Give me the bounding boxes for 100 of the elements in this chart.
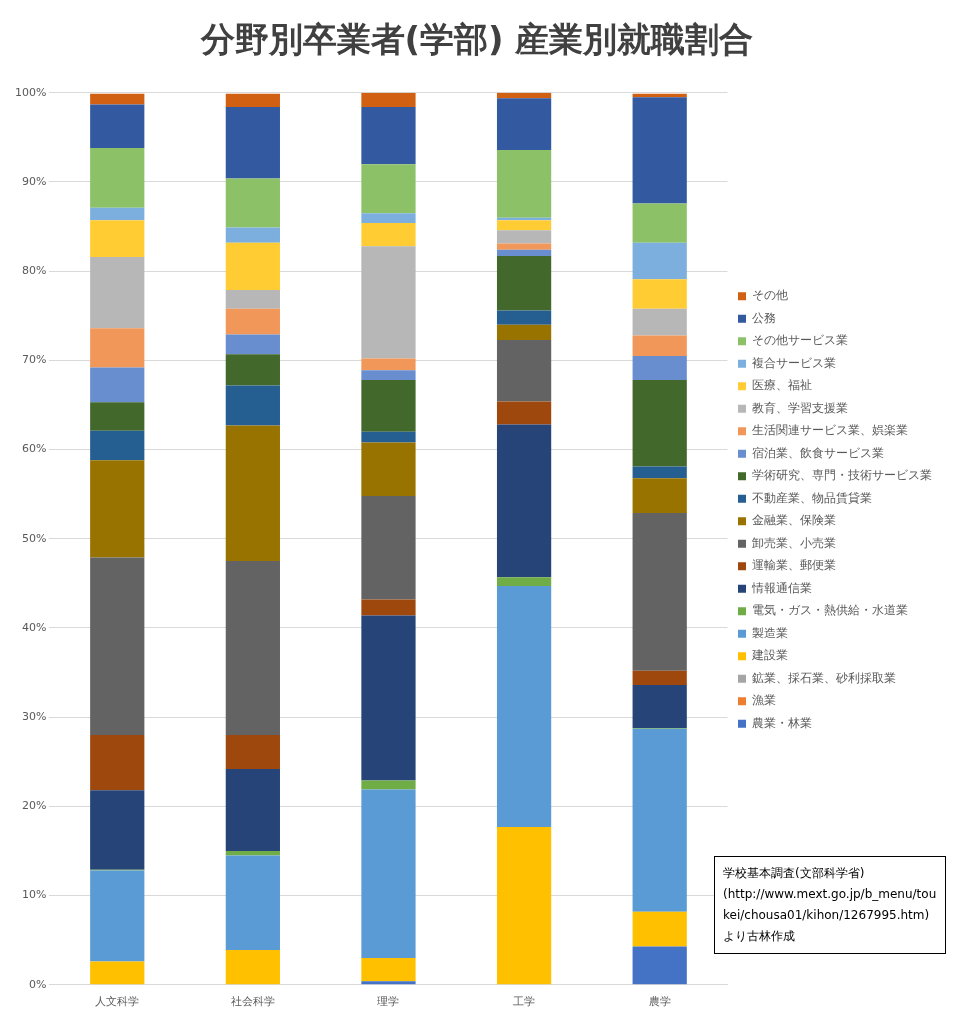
y-tick-label: 80% (21, 264, 47, 278)
bar (632, 335, 687, 356)
bar (632, 380, 687, 467)
bar (361, 599, 416, 616)
legend-label: 医療、福祉 (752, 378, 812, 393)
bar (496, 424, 552, 578)
bar (632, 685, 687, 728)
legend-label: その他 (752, 288, 788, 303)
bar (632, 242, 687, 280)
bar (90, 460, 145, 558)
legend-label: 製造業 (752, 625, 788, 640)
legend-label: 教育、学習支援業 (752, 400, 848, 415)
bar (225, 768, 280, 851)
bar (90, 367, 145, 403)
bar (496, 310, 552, 325)
bar (225, 855, 280, 951)
bar (632, 279, 687, 309)
bar (90, 870, 145, 962)
bar (632, 946, 687, 985)
legend-label: 漁業 (752, 693, 776, 708)
bar (361, 431, 416, 443)
bar (225, 561, 280, 736)
bar (496, 256, 552, 311)
legend-label: 運輸業、郵便業 (752, 558, 836, 573)
bar (225, 289, 280, 309)
bar (90, 104, 145, 149)
bar (361, 495, 416, 600)
bar (361, 981, 416, 985)
legend-label: 公務 (752, 310, 776, 325)
bar (496, 220, 552, 231)
bar (361, 789, 416, 959)
bar (496, 401, 552, 425)
bar (361, 958, 416, 982)
legend-label: 情報通信業 (751, 580, 812, 595)
y-tick-label: 60% (21, 442, 47, 456)
chart-title: 分野別卒業者(学部) 産業別就職割合 (199, 19, 754, 60)
bar (361, 213, 416, 224)
bar (496, 98, 552, 150)
bar (90, 220, 145, 257)
bar (496, 586, 552, 827)
x-tick-label: 理学 (377, 995, 400, 1009)
bar (632, 512, 687, 671)
bar (496, 243, 552, 250)
bar (225, 308, 280, 335)
legend-label: 宿泊業、飲食サービス業 (752, 445, 884, 460)
bar (632, 308, 687, 336)
bar (632, 466, 687, 479)
bar (632, 478, 687, 513)
y-tick-label: 90% (21, 174, 47, 188)
bar (632, 355, 687, 381)
bar (361, 107, 416, 165)
bar (632, 911, 687, 947)
bar (361, 164, 416, 214)
bar (496, 826, 552, 985)
bar (225, 242, 280, 290)
bar (361, 358, 416, 371)
x-tick-label: 社会科学 (230, 995, 275, 1009)
legend-label: 生活関連サービス業、娯楽業 (752, 423, 908, 438)
legend-label: 鉱業、採石業、砂利採取業 (752, 670, 896, 685)
legend-label: 不動産業、物品賃貸業 (752, 490, 872, 505)
bar (361, 442, 416, 496)
bar (90, 735, 145, 791)
bar (496, 149, 552, 218)
annotation: 学校基本調査(文部科学省) (http://www.mext.go.jp/b_menu/toukei/chousa01/kihon/1267995.htm) より古林作成 (714, 856, 946, 954)
x-tick-label: 農学 (648, 995, 671, 1009)
bar (496, 230, 552, 244)
y-tick-label: 70% (21, 353, 47, 367)
legend-label: 建設業 (751, 648, 788, 663)
bar (361, 370, 416, 381)
bar (225, 227, 280, 243)
y-tick-label: 0% (28, 977, 47, 991)
y-tick-label: 30% (21, 710, 47, 724)
y-tick-label: 100% (14, 85, 47, 99)
legend-label: 卸売業、小売業 (752, 535, 836, 550)
bar (496, 577, 552, 587)
bar (361, 92, 416, 108)
bar (632, 203, 687, 243)
bar (90, 207, 145, 221)
legend-label: 農業・林業 (752, 715, 812, 730)
y-tick-label: 20% (21, 799, 47, 813)
bar (361, 615, 416, 781)
bar (225, 950, 280, 985)
y-tick-label: 40% (21, 620, 47, 634)
bar (90, 93, 145, 105)
y-tick-label: 50% (21, 531, 47, 545)
bar (496, 339, 552, 402)
bar (225, 385, 280, 426)
legend-label: 複合サービス業 (752, 355, 836, 370)
bar (225, 354, 280, 386)
bar (90, 430, 145, 461)
bar (361, 223, 416, 247)
bar (90, 790, 145, 870)
bar (361, 780, 416, 790)
legend-label: 電気・ガス・熱供給・水道業 (752, 603, 908, 618)
bar (632, 670, 687, 686)
legend-label: 金融業、保険業 (752, 513, 836, 528)
bar (90, 148, 145, 208)
bar (225, 334, 280, 355)
bar (632, 728, 687, 912)
bar (225, 178, 280, 228)
